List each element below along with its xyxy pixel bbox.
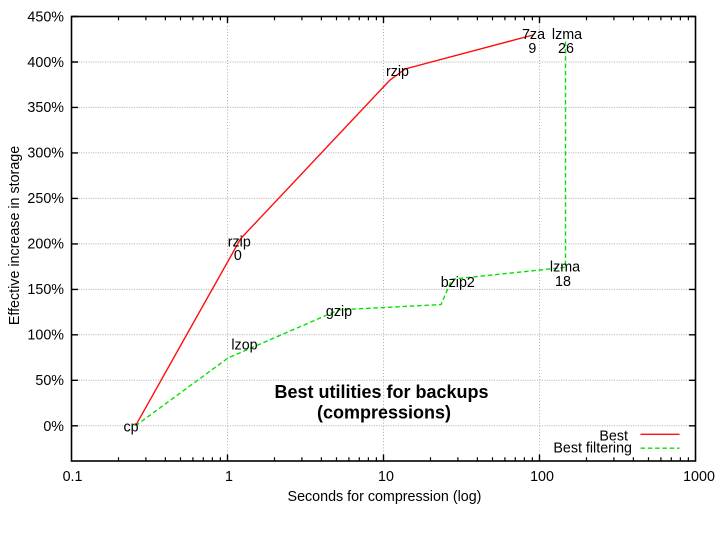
- svg-text:18: 18: [555, 274, 571, 290]
- svg-text:100%: 100%: [27, 328, 64, 344]
- svg-text:(compressions): (compressions): [317, 403, 451, 423]
- svg-text:Best utilities for backups: Best utilities for backups: [274, 382, 488, 402]
- svg-text:Seconds for compression (log): Seconds for compression (log): [288, 489, 482, 505]
- svg-text:lzma: lzma: [550, 260, 580, 276]
- svg-text:cp: cp: [123, 420, 138, 436]
- svg-text:0%: 0%: [43, 419, 64, 435]
- svg-text:200%: 200%: [27, 237, 64, 253]
- svg-text:Best filtering: Best filtering: [553, 441, 632, 457]
- svg-text:400%: 400%: [27, 55, 64, 71]
- svg-text:rzip: rzip: [228, 235, 251, 251]
- svg-text:Best: Best: [599, 428, 628, 444]
- svg-text:0.1: 0.1: [63, 469, 83, 485]
- svg-text:50%: 50%: [35, 373, 64, 389]
- svg-text:lzop: lzop: [231, 338, 257, 354]
- svg-text:350%: 350%: [27, 100, 64, 116]
- svg-text:lzma: lzma: [552, 27, 582, 43]
- svg-text:rzip: rzip: [386, 64, 409, 80]
- svg-text:9: 9: [528, 41, 536, 57]
- svg-text:100: 100: [530, 469, 554, 485]
- svg-text:450%: 450%: [27, 9, 64, 25]
- svg-text:250%: 250%: [27, 191, 64, 207]
- svg-text:10: 10: [378, 469, 394, 485]
- svg-text:0: 0: [234, 248, 242, 264]
- svg-text:7za: 7za: [522, 27, 545, 43]
- svg-text:150%: 150%: [27, 282, 64, 298]
- svg-text:300%: 300%: [27, 146, 64, 162]
- svg-text:26: 26: [558, 41, 574, 57]
- svg-text:Effective increase in storage: Effective increase in storage: [7, 146, 23, 325]
- svg-text:1: 1: [225, 469, 233, 485]
- svg-text:bzip2: bzip2: [441, 275, 475, 291]
- svg-text:gzip: gzip: [326, 304, 352, 320]
- svg-text:1000: 1000: [683, 469, 715, 485]
